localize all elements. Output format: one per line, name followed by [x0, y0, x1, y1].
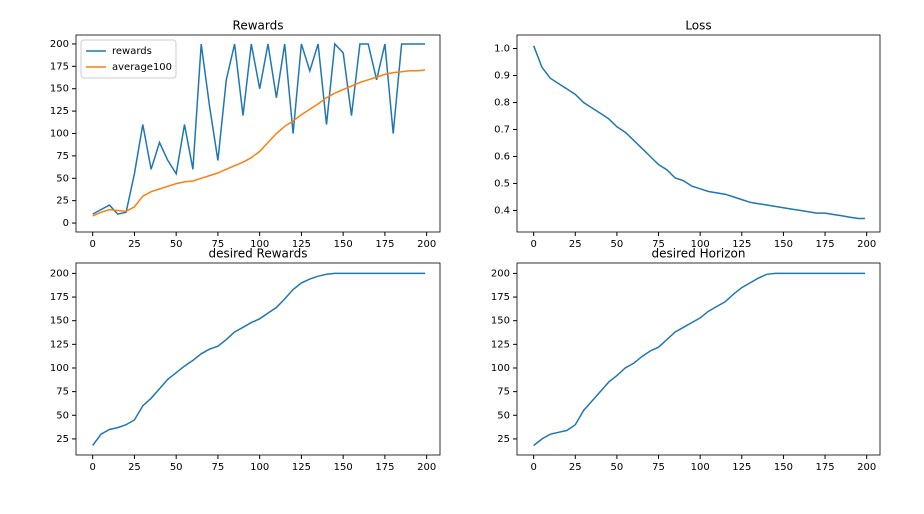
x-tick-label: 200 — [857, 239, 876, 250]
x-tick-label: 200 — [417, 239, 436, 250]
y-tick-label: 175 — [491, 292, 510, 303]
chart-title: desired Rewards — [208, 247, 307, 261]
x-tick-label: 175 — [375, 239, 394, 250]
x-tick-label: 25 — [569, 239, 582, 250]
x-tick-label: 0 — [530, 462, 536, 473]
x-tick-label: 50 — [611, 239, 624, 250]
x-tick-label: 175 — [375, 462, 394, 473]
y-tick-label: 200 — [491, 268, 510, 279]
x-tick-label: 175 — [816, 239, 835, 250]
x-tick-label: 150 — [774, 239, 793, 250]
x-tick-label: 150 — [334, 462, 353, 473]
y-tick-label: 200 — [50, 268, 69, 279]
x-tick-label: 100 — [691, 462, 710, 473]
chart-title: Loss — [685, 19, 711, 33]
y-tick-label: 0 — [63, 218, 69, 229]
x-tick-label: 25 — [128, 462, 141, 473]
y-tick-label: 125 — [491, 339, 510, 350]
y-tick-label: 0.6 — [494, 151, 510, 162]
x-tick-label: 25 — [569, 462, 582, 473]
x-tick-label: 200 — [417, 462, 436, 473]
y-tick-label: 50 — [497, 410, 510, 421]
x-tick-label: 175 — [816, 462, 835, 473]
data-line — [532, 45, 865, 220]
x-tick-label: 100 — [691, 239, 710, 250]
y-tick-label: 100 — [491, 363, 510, 374]
y-tick-label: 0.8 — [494, 97, 510, 108]
x-tick-label: 125 — [292, 239, 311, 250]
y-tick-label: 25 — [56, 434, 69, 445]
x-tick-label: 150 — [334, 239, 353, 250]
y-tick-label: 0.5 — [494, 178, 510, 189]
y-tick-label: 100 — [50, 129, 69, 140]
plot-frame — [516, 34, 881, 233]
x-tick-label: 0 — [530, 239, 536, 250]
x-tick-label: 50 — [170, 239, 183, 250]
x-tick-label: 0 — [90, 462, 96, 473]
x-tick-label: 75 — [652, 239, 665, 250]
y-tick-label: 1.0 — [494, 43, 510, 54]
chart-title: desired Horizon — [652, 247, 746, 261]
x-tick-label: 150 — [774, 462, 793, 473]
data-line — [92, 69, 426, 217]
y-tick-label: 150 — [50, 84, 69, 95]
y-tick-label: 25 — [497, 434, 510, 445]
y-tick-label: 0.7 — [494, 124, 510, 135]
y-tick-label: 75 — [56, 151, 69, 162]
x-tick-label: 200 — [857, 462, 876, 473]
legend-label: average100 — [112, 62, 172, 73]
y-tick-label: 50 — [56, 173, 69, 184]
y-tick-label: 200 — [50, 39, 69, 50]
y-tick-label: 75 — [56, 387, 69, 398]
y-tick-label: 75 — [497, 387, 510, 398]
x-tick-label: 50 — [170, 462, 183, 473]
y-tick-label: 125 — [50, 106, 69, 117]
x-tick-label: 75 — [212, 239, 225, 250]
x-tick-label: 50 — [611, 462, 624, 473]
x-tick-label: 75 — [212, 462, 225, 473]
x-tick-label: 100 — [250, 239, 269, 250]
data-line — [533, 272, 865, 447]
y-tick-label: 175 — [50, 292, 69, 303]
y-tick-label: 175 — [50, 61, 69, 72]
y-tick-label: 150 — [491, 316, 510, 327]
plot-frame — [75, 262, 441, 456]
y-tick-label: 0.9 — [494, 70, 510, 81]
y-tick-label: 50 — [56, 410, 69, 421]
data-line — [92, 42, 425, 215]
data-line — [92, 272, 425, 446]
y-tick-label: 100 — [50, 363, 69, 374]
plot-frame — [516, 262, 881, 456]
x-tick-label: 75 — [652, 462, 665, 473]
x-tick-label: 100 — [250, 462, 269, 473]
x-tick-label: 0 — [90, 239, 96, 250]
x-tick-label: 125 — [292, 462, 311, 473]
y-tick-label: 125 — [50, 339, 69, 350]
y-tick-label: 0.4 — [494, 205, 510, 216]
legend-box — [80, 39, 177, 79]
y-tick-label: 25 — [56, 196, 69, 207]
x-tick-label: 125 — [732, 462, 751, 473]
x-tick-label: 125 — [732, 239, 751, 250]
y-tick-label: 150 — [50, 316, 69, 327]
legend-label: rewards — [112, 46, 152, 57]
chart-title: Rewards — [233, 19, 284, 33]
x-tick-label: 25 — [128, 239, 141, 250]
plot-frame — [75, 34, 441, 233]
